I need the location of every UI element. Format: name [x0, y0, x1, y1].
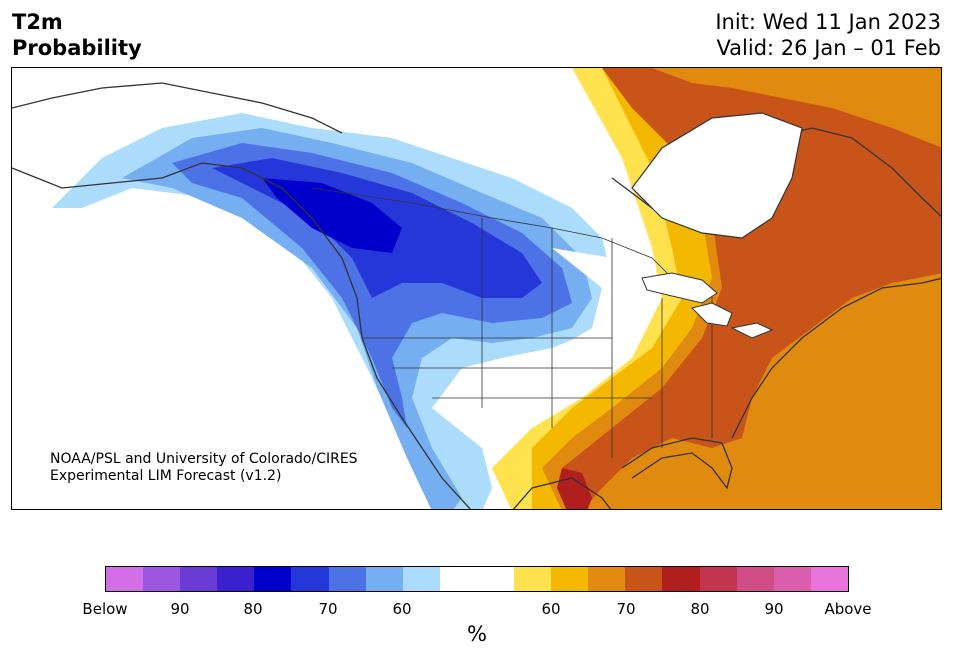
colorbar-cell	[217, 567, 255, 591]
colorbar-cell	[143, 567, 181, 591]
credit-line-1: NOAA/PSL and University of Colorado/CIRE…	[50, 451, 358, 467]
colorbar-cell	[328, 567, 366, 591]
colorbar-tick-label: 80	[243, 600, 263, 618]
colorbar-tick-label: 70	[616, 600, 636, 618]
hudson-bay	[631, 112, 803, 239]
colorbar-tick-label: 70	[318, 600, 338, 618]
credit-text: NOAA/PSL and University of Colorado/CIRE…	[50, 451, 358, 485]
colorbar-cell	[810, 567, 848, 591]
borders	[311, 187, 713, 458]
map-canvas	[12, 68, 941, 509]
colorbar-cell	[551, 567, 589, 591]
colorbar-cell	[625, 567, 663, 591]
init-date: Init: Wed 11 Jan 2023	[715, 10, 941, 34]
colorbar-cell	[365, 567, 403, 591]
colorbar-cell	[588, 567, 626, 591]
warm-region-75	[562, 68, 941, 509]
colorbar-unit: %	[467, 622, 487, 646]
colorbar	[105, 566, 849, 592]
colorbar-cell	[476, 567, 515, 591]
colorbar-cell	[699, 567, 737, 591]
northeast-orange	[652, 68, 941, 148]
great-lakes	[641, 272, 774, 339]
credit-line-2: Experimental LIM Forecast (v1.2)	[50, 468, 282, 484]
colorbar-cell	[180, 567, 218, 591]
colorbar-cell	[736, 567, 774, 591]
forecast-dates: Init: Wed 11 Jan 2023 Valid: 26 Jan – 01…	[715, 9, 941, 61]
colorbar-cell	[439, 567, 477, 591]
colorbar-cell	[402, 567, 440, 591]
probability-map: NOAA/PSL and University of Colorado/CIRE…	[11, 67, 942, 510]
warm-core-80	[557, 468, 592, 509]
colorbar-tick-label: 90	[170, 600, 190, 618]
colorbar-cell	[254, 567, 292, 591]
neutral-belt	[462, 248, 632, 418]
title-line-1: T2m	[12, 10, 63, 34]
colorbar-cell	[773, 567, 811, 591]
colorbar-tick-label: Below	[82, 600, 128, 618]
colorbar-cell	[662, 567, 700, 591]
colorbar-cell	[291, 567, 329, 591]
colorbar-tick-label: 60	[392, 600, 412, 618]
colorbar-cell	[106, 567, 144, 591]
map-title: T2m Probability	[12, 9, 142, 61]
valid-date: Valid: 26 Jan – 01 Feb	[716, 36, 941, 60]
cold-core-80	[262, 178, 402, 253]
colorbar-tick-label: 60	[541, 600, 561, 618]
title-line-2: Probability	[12, 36, 142, 60]
colorbar-cell	[514, 567, 552, 591]
colorbar-tick-label: Above	[824, 600, 872, 618]
colorbar-tick-label: 90	[764, 600, 784, 618]
colorbar-tick-label: 80	[690, 600, 710, 618]
